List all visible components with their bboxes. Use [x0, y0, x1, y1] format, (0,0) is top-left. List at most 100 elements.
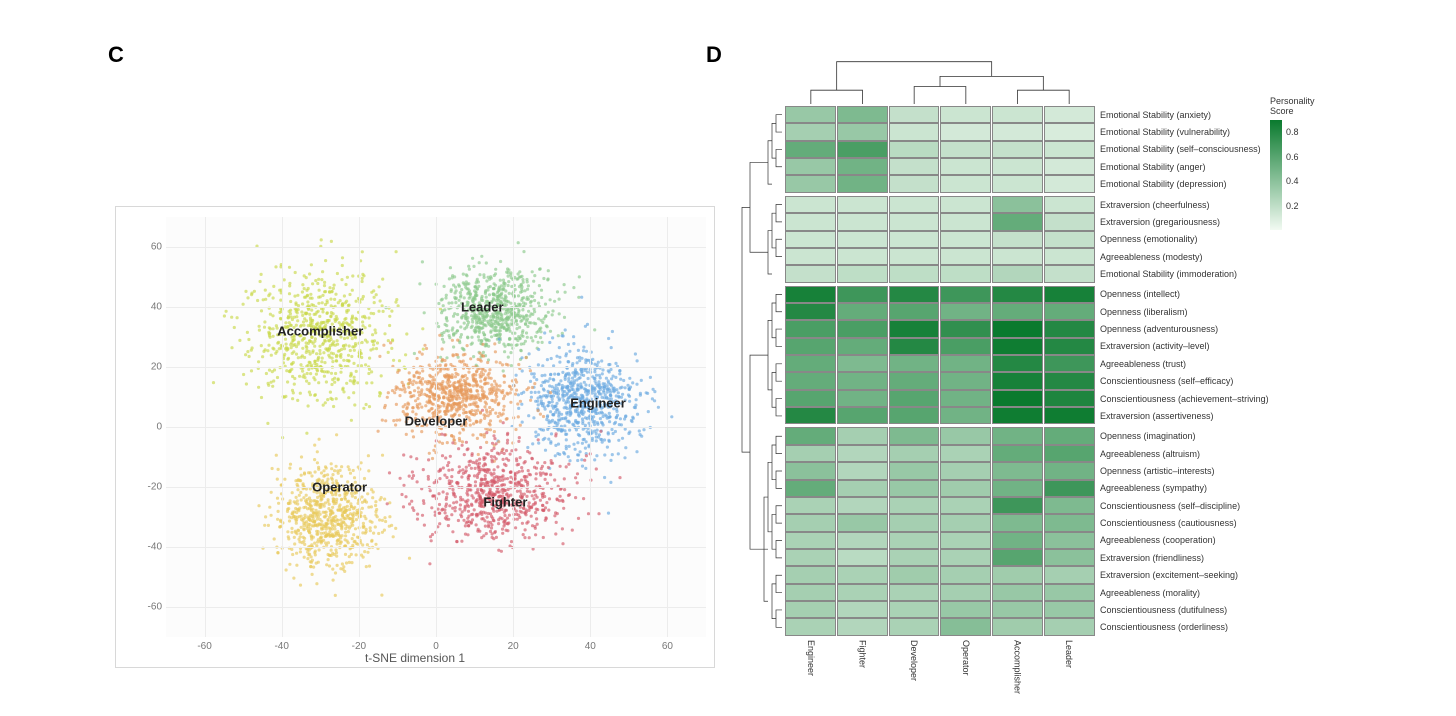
heatmap-cell	[837, 549, 888, 566]
heatmap-row-label: Openness (adventurousness)	[1100, 324, 1218, 334]
heatmap-cell	[992, 355, 1043, 372]
heatmap-cell	[785, 213, 836, 230]
heatmap-cell	[1044, 248, 1095, 265]
heatmap-row	[785, 355, 1095, 372]
heatmap-row-label: Conscientiousness (cautiousness)	[1100, 518, 1237, 528]
heatmap-cell	[837, 175, 888, 192]
column-dendrogram	[785, 58, 1095, 104]
heatmap-row	[785, 584, 1095, 601]
heatmap-row	[785, 618, 1095, 635]
heatmap-row	[785, 248, 1095, 265]
heatmap-row-label: Emotional Stability (self–consciousness)	[1100, 144, 1261, 154]
heatmap-cell	[940, 106, 991, 123]
heatmap-col-label: Leader	[1064, 640, 1074, 668]
heatmap-row-label: Emotional Stability (vulnerability)	[1100, 127, 1230, 137]
heatmap-cell	[1044, 514, 1095, 531]
heatmap-row	[785, 175, 1095, 192]
heatmap-cell	[1044, 549, 1095, 566]
heatmap-cell	[940, 390, 991, 407]
heatmap-row	[785, 265, 1095, 282]
heatmap-cell	[940, 213, 991, 230]
heatmap-cell	[837, 445, 888, 462]
heatmap-cell	[785, 462, 836, 479]
heatmap-row	[785, 286, 1095, 303]
heatmap-cell	[889, 175, 940, 192]
heatmap-cell	[992, 265, 1043, 282]
heatmap-cell	[837, 532, 888, 549]
heatmap-row-label: Extraversion (assertiveness)	[1100, 411, 1214, 421]
heatmap-cell	[1044, 123, 1095, 140]
heatmap-cell	[785, 265, 836, 282]
heatmap-cell	[837, 407, 888, 424]
heatmap-cell	[992, 213, 1043, 230]
heatmap-cell	[940, 618, 991, 635]
heatmap-cell	[785, 390, 836, 407]
heatmap-cell	[889, 338, 940, 355]
heatmap-cell	[940, 601, 991, 618]
legend-title: Personality Score	[1270, 96, 1340, 116]
heatmap-cell	[837, 427, 888, 444]
heatmap-row-label: Extraversion (excitement–seeking)	[1100, 570, 1238, 580]
heatmap-cell	[940, 532, 991, 549]
heatmap-row	[785, 196, 1095, 213]
heatmap-row	[785, 514, 1095, 531]
tsne-scatter-panel: t-SNE dimension 2 AccomplisherLeaderEngi…	[115, 206, 715, 668]
heatmap-cell	[889, 123, 940, 140]
heatmap-row	[785, 601, 1095, 618]
heatmap-row-label: Extraversion (friendliness)	[1100, 553, 1204, 563]
panel-d-label: D	[706, 42, 722, 68]
heatmap-cell	[940, 427, 991, 444]
heatmap-cell	[992, 175, 1043, 192]
legend-tick: 0.2	[1286, 201, 1299, 211]
heatmap-cell	[940, 407, 991, 424]
heatmap-cell	[1044, 532, 1095, 549]
heatmap-cell	[837, 497, 888, 514]
heatmap-cell	[785, 248, 836, 265]
heatmap-cell	[940, 549, 991, 566]
heatmap-cell	[992, 427, 1043, 444]
heatmap-cell	[1044, 320, 1095, 337]
heatmap-cell	[889, 514, 940, 531]
heatmap-cell	[785, 338, 836, 355]
heatmap-cell	[1044, 497, 1095, 514]
heatmap-cell	[1044, 462, 1095, 479]
heatmap-cell	[785, 566, 836, 583]
heatmap-cell	[889, 584, 940, 601]
heatmap-cell	[837, 355, 888, 372]
heatmap-row-label: Openness (emotionality)	[1100, 234, 1198, 244]
heatmap-cell	[940, 158, 991, 175]
heatmap-cell	[889, 141, 940, 158]
heatmap-cell	[992, 566, 1043, 583]
heatmap-cell	[1044, 158, 1095, 175]
heatmap-row-label: Agreeableness (sympathy)	[1100, 483, 1207, 493]
heatmap-cell	[889, 158, 940, 175]
y-tick: 0	[132, 422, 162, 433]
heatmap-row	[785, 141, 1095, 158]
heatmap-cell	[992, 584, 1043, 601]
heatmap-cell	[837, 618, 888, 635]
heatmap-cell	[940, 497, 991, 514]
heatmap-cell	[837, 338, 888, 355]
heatmap-cell	[785, 601, 836, 618]
heatmap-col-label: Developer	[909, 640, 919, 681]
heatmap-row	[785, 427, 1095, 444]
heatmap-cell	[889, 407, 940, 424]
heatmap-row	[785, 338, 1095, 355]
heatmap-col-label: Fighter	[858, 640, 868, 668]
heatmap-row-label: Openness (imagination)	[1100, 431, 1196, 441]
heatmap-row	[785, 532, 1095, 549]
heatmap-row-label: Agreeableness (trust)	[1100, 359, 1186, 369]
heatmap-cell	[940, 141, 991, 158]
heatmap-cell	[785, 618, 836, 635]
heatmap-cell	[785, 196, 836, 213]
heatmap-cell	[1044, 231, 1095, 248]
heatmap-cell	[940, 514, 991, 531]
heatmap-cell	[837, 123, 888, 140]
heatmap-cell	[1044, 372, 1095, 389]
heatmap-cell	[889, 462, 940, 479]
heatmap-cell	[837, 213, 888, 230]
heatmap-cell	[1044, 601, 1095, 618]
x-tick: 60	[662, 641, 673, 652]
heatmap-row	[785, 372, 1095, 389]
heatmap-row	[785, 480, 1095, 497]
